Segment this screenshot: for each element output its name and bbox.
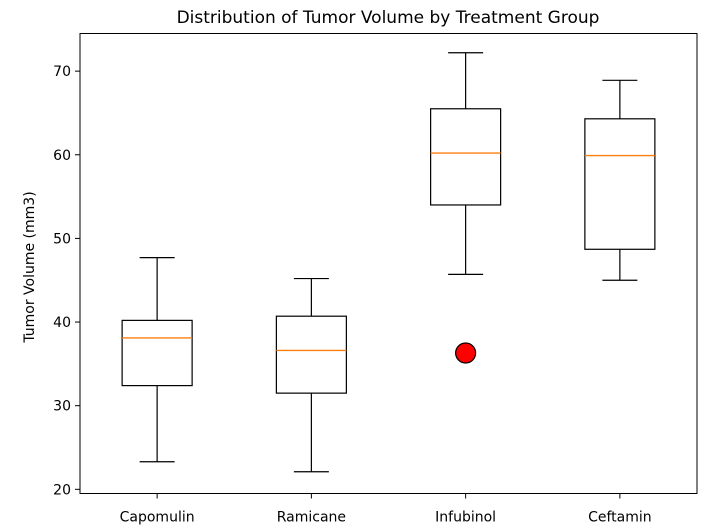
axes-frame xyxy=(79,33,698,494)
box-iqr xyxy=(121,319,193,387)
box-iqr xyxy=(275,315,347,394)
chart-title: Distribution of Tumor Volume by Treatmen… xyxy=(177,8,600,28)
y-tick-label: 70 xyxy=(53,64,71,80)
x-tick-label: Infubinol xyxy=(435,510,496,526)
x-tick-label: Ceftamin xyxy=(588,510,652,526)
plot-area: 20 30 40 50 60 70 Capomulin Ramicane Infubinol Ce… xyxy=(53,52,656,526)
y-tick-label: 50 xyxy=(53,231,71,247)
x-tick-label: Ramicane xyxy=(277,510,346,526)
box-iqr xyxy=(430,108,502,206)
outlier-point xyxy=(455,342,477,364)
y-axis-label: Tumor Volume (mm3) xyxy=(22,191,38,343)
y-tick-label: 60 xyxy=(53,148,71,164)
y-tick-label: 40 xyxy=(53,315,71,331)
y-tick-label: 20 xyxy=(53,482,71,498)
y-tick-label: 30 xyxy=(53,399,71,415)
x-tick-label: Capomulin xyxy=(120,510,195,526)
box-iqr xyxy=(584,118,656,250)
